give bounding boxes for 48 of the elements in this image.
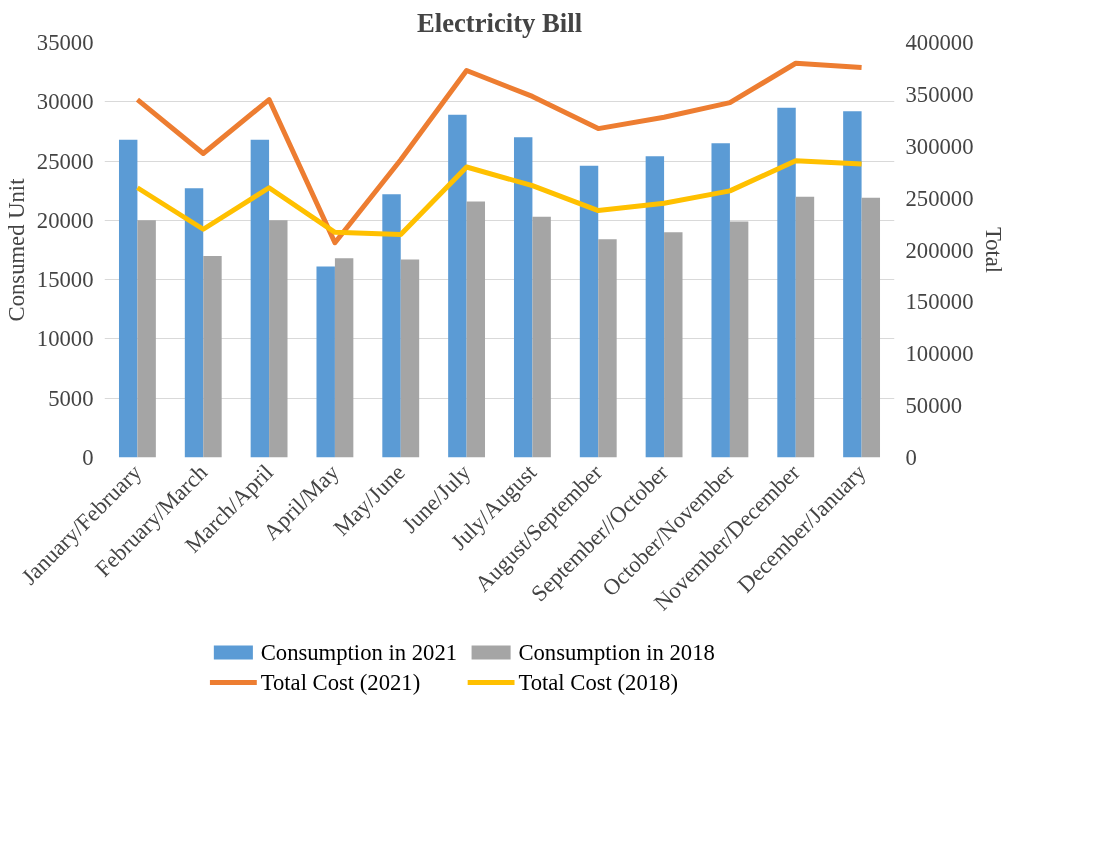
bar	[203, 255, 222, 458]
bar	[579, 165, 599, 458]
y2-tick-label: 50000	[905, 393, 963, 419]
bar	[137, 220, 156, 458]
bar	[184, 188, 204, 458]
bar	[598, 239, 617, 458]
y2-tick-label: 150000	[905, 289, 974, 315]
y2-tick-label: 250000	[905, 185, 974, 211]
bar	[118, 139, 138, 458]
y2-tick-label: 350000	[905, 81, 974, 107]
bar	[777, 107, 796, 458]
y2-tick-label: 100000	[905, 341, 974, 367]
bar	[645, 156, 665, 458]
legend-label: Total Cost (2021)	[260, 670, 421, 695]
bar	[711, 143, 730, 458]
bar	[382, 194, 401, 458]
bar	[664, 232, 683, 458]
y2-tick-label: 0	[905, 445, 917, 470]
bar	[795, 196, 815, 458]
y-tick-label: 15000	[36, 267, 94, 293]
y-axis-title: Consumed Unit	[3, 177, 29, 322]
y2-tick-label: 200000	[905, 237, 974, 263]
y-tick-label: 0	[82, 445, 94, 470]
legend-label: Consumption in 2021	[260, 640, 458, 665]
bar	[532, 216, 551, 458]
bar	[334, 258, 354, 458]
y-tick-label: 35000	[36, 30, 94, 55]
bar	[269, 220, 288, 458]
y2-tick-label: 400000	[905, 30, 974, 55]
bar	[729, 221, 749, 458]
y-tick-label: 20000	[36, 207, 94, 233]
legend-label: Total Cost (2018)	[518, 670, 678, 695]
y-tick-label: 10000	[36, 326, 94, 352]
bar	[448, 114, 467, 458]
bar	[250, 139, 270, 458]
legend-label: Consumption in 2018	[518, 640, 715, 665]
bar	[316, 266, 335, 458]
y-tick-label: 5000	[48, 385, 94, 411]
y-tick-label: 30000	[36, 89, 94, 115]
y2-axis-title: Total	[981, 226, 1007, 274]
bar	[513, 137, 533, 458]
y2-tick-label: 300000	[905, 133, 974, 159]
bar	[400, 259, 420, 458]
y-tick-label: 25000	[36, 148, 94, 174]
bar	[466, 201, 486, 458]
bar	[861, 197, 881, 458]
bar	[843, 111, 862, 458]
chart-title: Electricity Bill	[416, 7, 583, 38]
